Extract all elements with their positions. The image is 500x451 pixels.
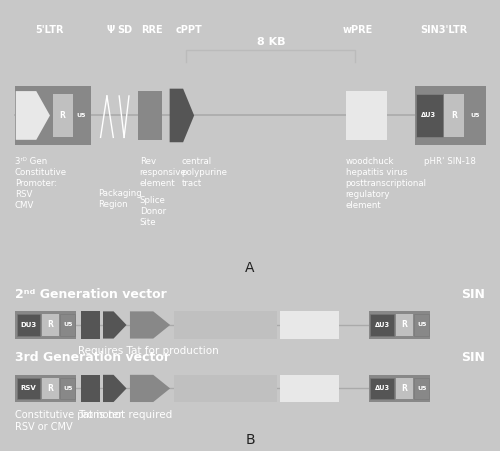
Text: Requires Tat for production: Requires Tat for production: [78, 346, 219, 356]
Bar: [346, 91, 387, 140]
Bar: [60, 314, 75, 336]
Bar: [138, 91, 162, 140]
Text: woodchuck
hepatitis virus
posttranscriptional
regulatory
element: woodchuck hepatitis virus posttranscript…: [346, 157, 426, 210]
Text: U5: U5: [76, 113, 86, 118]
Text: Packaging
Region: Packaging Region: [98, 189, 142, 209]
Bar: [466, 93, 484, 138]
Bar: [368, 375, 430, 402]
Text: RRE: RRE: [141, 25, 163, 35]
Text: U5: U5: [64, 386, 73, 391]
Text: Constitutive promoter
RSV or CMV: Constitutive promoter RSV or CMV: [15, 410, 122, 432]
Text: R: R: [48, 321, 54, 330]
Bar: [15, 86, 91, 145]
Text: U5: U5: [417, 386, 426, 391]
Text: ΔU3: ΔU3: [422, 112, 436, 119]
Bar: [16, 314, 40, 336]
Text: Ψ: Ψ: [106, 25, 114, 35]
Bar: [60, 377, 75, 399]
Bar: [370, 314, 394, 336]
Text: SIN: SIN: [462, 288, 485, 301]
Text: Rev
responsive
element: Rev responsive element: [140, 157, 186, 188]
Text: pHR' SIN-18: pHR' SIN-18: [424, 157, 476, 166]
Polygon shape: [103, 311, 126, 339]
Bar: [414, 377, 428, 399]
Text: SIN: SIN: [462, 351, 485, 364]
Bar: [370, 377, 394, 399]
Bar: [15, 311, 76, 339]
Text: R: R: [401, 384, 407, 393]
Bar: [368, 311, 430, 339]
Text: 3ʳᴰ Gen
Constitutive
Promoter:
RSV
CMV: 3ʳᴰ Gen Constitutive Promoter: RSV CMV: [15, 157, 67, 210]
Text: DU3: DU3: [20, 322, 36, 328]
Text: A: A: [245, 261, 255, 276]
Text: 3rd Generation vector: 3rd Generation vector: [15, 351, 170, 364]
Text: Tat is not required: Tat is not required: [78, 410, 173, 419]
Text: SD: SD: [118, 25, 132, 35]
Bar: [174, 311, 277, 339]
Bar: [414, 86, 486, 145]
Text: U5: U5: [470, 113, 480, 118]
Bar: [81, 311, 100, 339]
Text: U5: U5: [417, 322, 426, 327]
Text: 5'LTR: 5'LTR: [35, 25, 64, 35]
Text: U5: U5: [64, 322, 73, 327]
Bar: [53, 93, 72, 138]
Text: ΔU3: ΔU3: [374, 386, 390, 391]
Bar: [444, 93, 464, 138]
Text: B: B: [245, 433, 255, 447]
Polygon shape: [16, 91, 50, 140]
Polygon shape: [130, 311, 170, 339]
Text: central
polypurine
tract: central polypurine tract: [182, 157, 228, 188]
Text: ΔU3: ΔU3: [374, 322, 390, 328]
Text: R: R: [60, 111, 66, 120]
Text: cPPT: cPPT: [176, 25, 202, 35]
Bar: [396, 377, 412, 399]
Bar: [396, 314, 412, 336]
Bar: [16, 377, 40, 399]
Polygon shape: [103, 375, 126, 402]
Text: R: R: [48, 384, 54, 393]
Bar: [15, 375, 76, 402]
Text: SIN3'LTR: SIN3'LTR: [420, 25, 467, 35]
Text: RSV: RSV: [20, 386, 36, 391]
Text: 8 KB: 8 KB: [256, 37, 285, 47]
Text: R: R: [401, 321, 407, 330]
Text: 2ⁿᵈ Generation vector: 2ⁿᵈ Generation vector: [15, 288, 167, 301]
Bar: [280, 375, 339, 402]
Bar: [416, 93, 443, 138]
Bar: [280, 311, 339, 339]
Bar: [174, 375, 277, 402]
Polygon shape: [130, 375, 170, 402]
Bar: [42, 314, 59, 336]
Polygon shape: [170, 89, 194, 142]
Bar: [42, 377, 59, 399]
Bar: [74, 93, 89, 138]
Text: wPRE: wPRE: [342, 25, 373, 35]
Text: Splice
Donor
Site: Splice Donor Site: [140, 196, 166, 227]
Bar: [81, 375, 100, 402]
Bar: [414, 314, 428, 336]
Text: R: R: [451, 111, 457, 120]
